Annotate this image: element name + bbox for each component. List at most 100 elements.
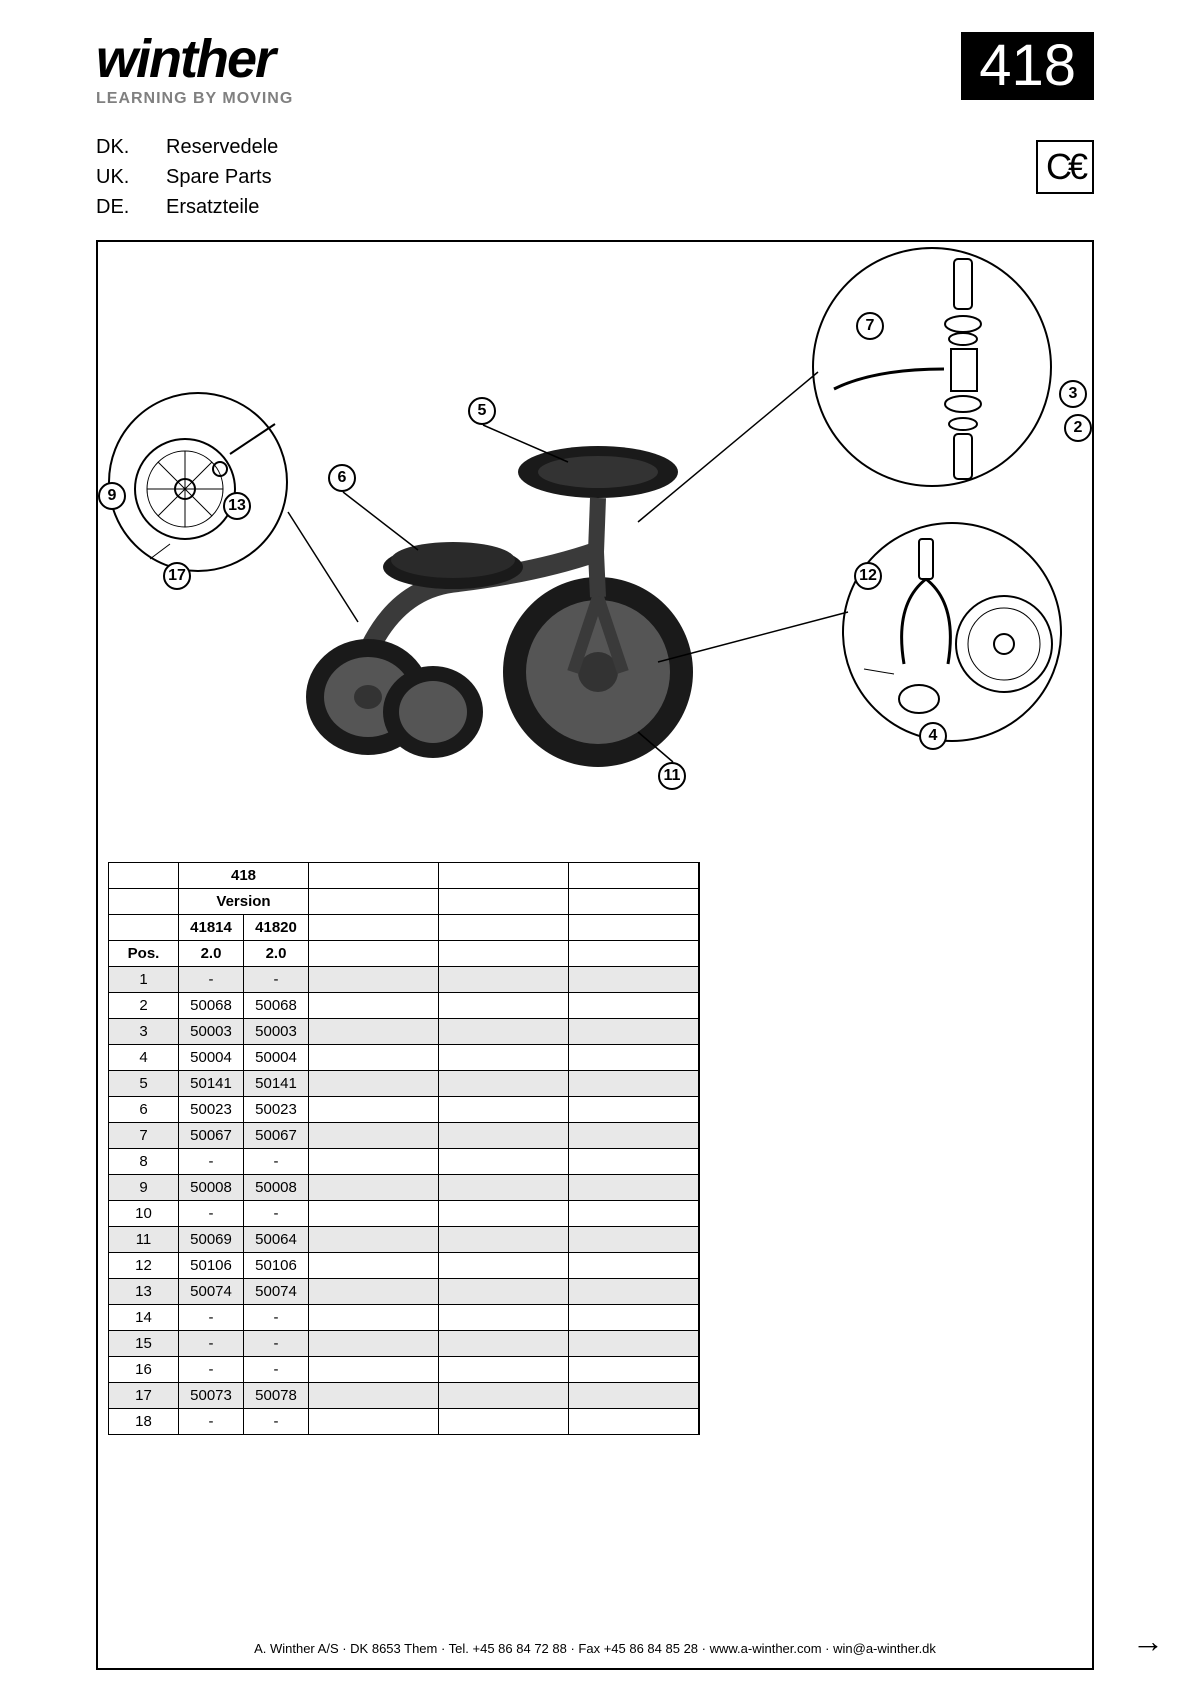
part-cell: - bbox=[179, 1331, 244, 1357]
pos-cell: 4 bbox=[109, 1045, 179, 1071]
table-row: 45000450004 bbox=[109, 1045, 700, 1071]
table-row: 10-- bbox=[109, 1201, 700, 1227]
part-cell: - bbox=[244, 967, 309, 993]
part-cell: 50141 bbox=[179, 1071, 244, 1097]
part-cell: 50141 bbox=[244, 1071, 309, 1097]
part-cell: - bbox=[179, 1149, 244, 1175]
part-cell: 50003 bbox=[244, 1019, 309, 1045]
model-number-badge: 418 bbox=[961, 32, 1094, 100]
part-cell: 50067 bbox=[179, 1123, 244, 1149]
ce-mark: C€ bbox=[1036, 140, 1094, 194]
detail-steering-bearing bbox=[812, 247, 1052, 487]
callout-11: 11 bbox=[658, 762, 686, 790]
part-cell: 50004 bbox=[179, 1045, 244, 1071]
pos-cell: 12 bbox=[109, 1253, 179, 1279]
pos-cell: 15 bbox=[109, 1331, 179, 1357]
callout-5: 5 bbox=[468, 397, 496, 425]
part-cell: 50106 bbox=[244, 1253, 309, 1279]
part-cell: 50023 bbox=[244, 1097, 309, 1123]
language-list: DK.Reservedele UK.Spare Parts DE.Ersatzt… bbox=[96, 132, 1094, 222]
pos-cell: 18 bbox=[109, 1409, 179, 1435]
lang-label: Spare Parts bbox=[166, 162, 272, 192]
table-row: 15-- bbox=[109, 1331, 700, 1357]
part-cell: - bbox=[244, 1149, 309, 1175]
table-row-pos: Pos. 2.0 2.0 bbox=[109, 941, 700, 967]
part-cell: - bbox=[179, 1357, 244, 1383]
part-cell: - bbox=[244, 1305, 309, 1331]
table-row: 175007350078 bbox=[109, 1383, 700, 1409]
pos-cell: 5 bbox=[109, 1071, 179, 1097]
brand-logo: winther bbox=[96, 32, 293, 86]
pos-cell: 9 bbox=[109, 1175, 179, 1201]
steering-bearing-icon bbox=[814, 249, 1054, 489]
table-row: 16-- bbox=[109, 1357, 700, 1383]
brand-block: winther LEARNING BY MOVING bbox=[96, 32, 293, 108]
table-row: 135007450074 bbox=[109, 1279, 700, 1305]
table-row-version: Version bbox=[109, 889, 700, 915]
callout-6: 6 bbox=[328, 464, 356, 492]
part-cell: - bbox=[244, 1357, 309, 1383]
version-label: Version bbox=[179, 889, 309, 915]
pos-cell: 2 bbox=[109, 993, 179, 1019]
next-page-arrow-icon: → bbox=[1132, 1623, 1164, 1660]
part-cell: - bbox=[179, 1409, 244, 1435]
part-cell: 50068 bbox=[179, 993, 244, 1019]
part-cell: 50074 bbox=[179, 1279, 244, 1305]
table-row: 25006850068 bbox=[109, 993, 700, 1019]
lang-code: DE. bbox=[96, 192, 166, 222]
pos-cell: 16 bbox=[109, 1357, 179, 1383]
part-cell: 50004 bbox=[244, 1045, 309, 1071]
part-cell: 50064 bbox=[244, 1227, 309, 1253]
table-row: 35000350003 bbox=[109, 1019, 700, 1045]
brand-tagline: LEARNING BY MOVING bbox=[96, 90, 293, 108]
part-cell: 50068 bbox=[244, 993, 309, 1019]
table-row: 55014150141 bbox=[109, 1071, 700, 1097]
part-cell: - bbox=[244, 1409, 309, 1435]
version-col: 41820 bbox=[244, 915, 309, 941]
pos-cell: 7 bbox=[109, 1123, 179, 1149]
callout-12: 12 bbox=[854, 562, 882, 590]
table-row: 65002350023 bbox=[109, 1097, 700, 1123]
lang-label: Ersatzteile bbox=[166, 192, 259, 222]
table-row-versions: 41814 41820 bbox=[109, 915, 700, 941]
content-frame: 9 17 13 7 3 2 bbox=[96, 240, 1094, 1670]
part-cell: 50008 bbox=[179, 1175, 244, 1201]
pos-cell: 13 bbox=[109, 1279, 179, 1305]
table-row: 18-- bbox=[109, 1409, 700, 1435]
table-row: 8-- bbox=[109, 1149, 700, 1175]
lang-code: DK. bbox=[96, 132, 166, 162]
lang-row: UK.Spare Parts bbox=[96, 162, 1094, 192]
part-cell: - bbox=[244, 1201, 309, 1227]
part-cell: 50023 bbox=[179, 1097, 244, 1123]
table-row: 115006950064 bbox=[109, 1227, 700, 1253]
table-row: 14-- bbox=[109, 1305, 700, 1331]
callout-9: 9 bbox=[98, 482, 126, 510]
pos-cell: 1 bbox=[109, 967, 179, 993]
detail-front-fork bbox=[842, 522, 1062, 742]
part-cell: 50106 bbox=[179, 1253, 244, 1279]
table-row: 125010650106 bbox=[109, 1253, 700, 1279]
pos-cell: 14 bbox=[109, 1305, 179, 1331]
part-cell: 50003 bbox=[179, 1019, 244, 1045]
lang-row: DK.Reservedele bbox=[96, 132, 1094, 162]
part-cell: 50074 bbox=[244, 1279, 309, 1305]
part-cell: 50078 bbox=[244, 1383, 309, 1409]
part-cell: 50073 bbox=[179, 1383, 244, 1409]
pos-cell: 3 bbox=[109, 1019, 179, 1045]
pos-label: Pos. bbox=[109, 941, 179, 967]
pos-cell: 8 bbox=[109, 1149, 179, 1175]
table-row: 75006750067 bbox=[109, 1123, 700, 1149]
pos-cell: 11 bbox=[109, 1227, 179, 1253]
part-cell: - bbox=[179, 1305, 244, 1331]
part-cell: - bbox=[179, 967, 244, 993]
pos-cell: 6 bbox=[109, 1097, 179, 1123]
parts-table: 418 Version 41814 41820 Pos. 2.0 2.0 1--… bbox=[108, 862, 700, 1435]
lang-label: Reservedele bbox=[166, 132, 278, 162]
lang-row: DE.Ersatzteile bbox=[96, 192, 1094, 222]
header: winther LEARNING BY MOVING 418 bbox=[96, 32, 1094, 108]
model-header: 418 bbox=[179, 863, 309, 889]
callout-13: 13 bbox=[223, 492, 251, 520]
front-fork-icon bbox=[844, 524, 1064, 744]
callout-17: 17 bbox=[163, 562, 191, 590]
lang-code: UK. bbox=[96, 162, 166, 192]
